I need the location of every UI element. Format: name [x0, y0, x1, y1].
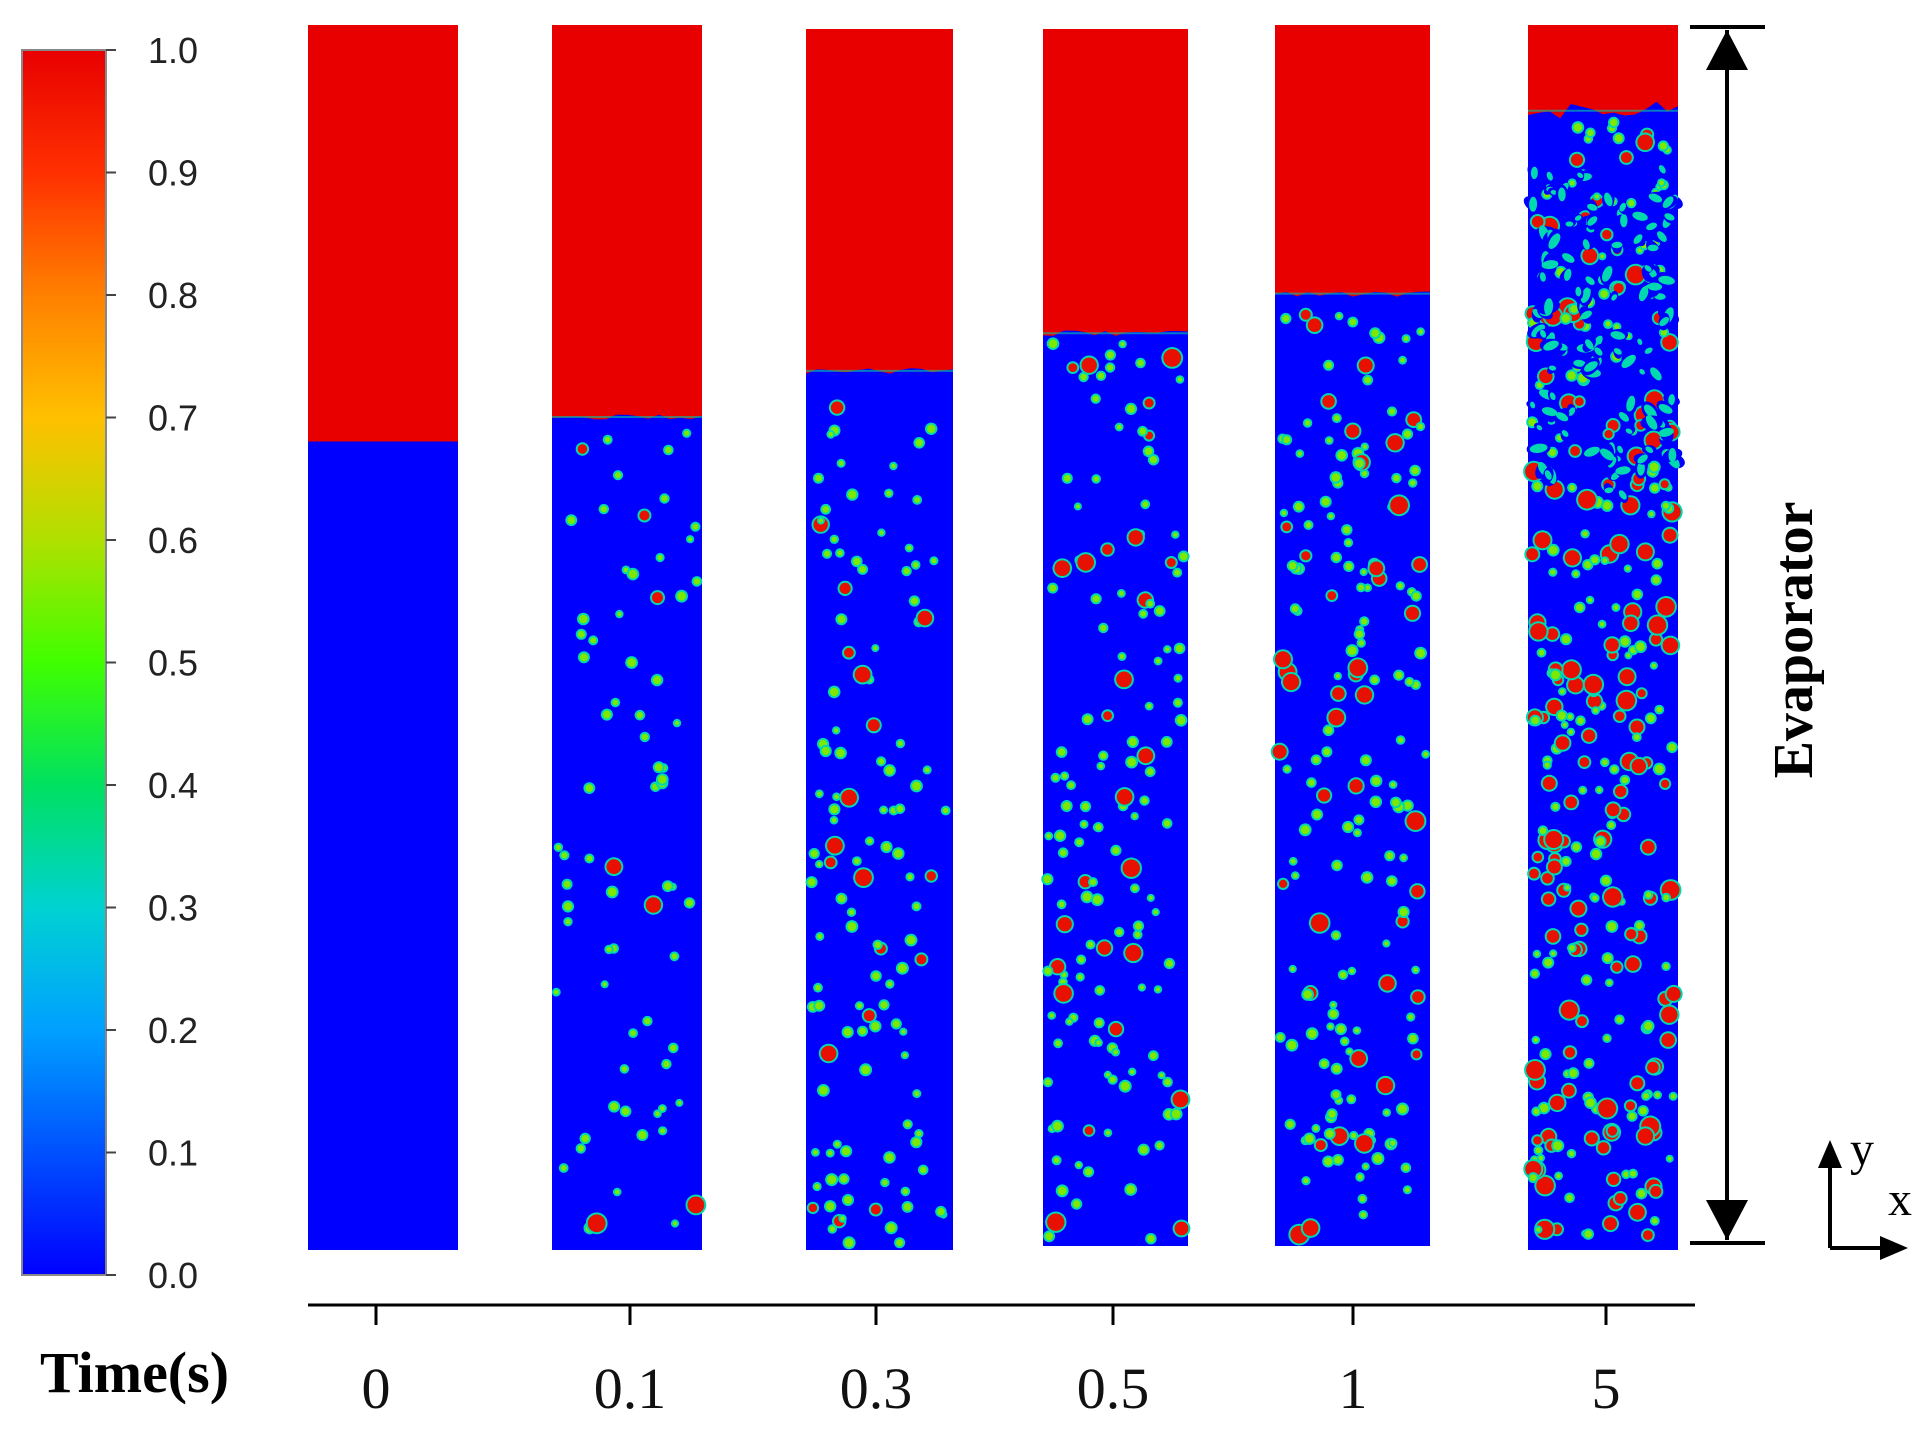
evaporator-label: Evaporator	[1763, 502, 1825, 779]
colorbar-tick-label: 0.4	[148, 765, 198, 806]
vapor-region	[1043, 29, 1188, 336]
colorbar-tick-label: 0.3	[148, 888, 198, 929]
vapor-region	[308, 25, 458, 442]
snapshot-column	[805, 29, 953, 1250]
colorbar: 1.0 0.9 0.8 0.7 0.6 0.5 0.4 0.3 0.2 0.1 0.0	[21, 30, 198, 1296]
evaporator-dimension: Evaporator	[1690, 25, 1825, 1245]
snapshot-columns	[308, 25, 1685, 1250]
y-axis-label: y	[1850, 1123, 1874, 1176]
arrow-up-icon	[1706, 30, 1748, 70]
colorbar-tick-label: 0.5	[148, 643, 198, 684]
arrow-down-icon	[1706, 1200, 1748, 1240]
vapor-region	[1528, 25, 1678, 119]
colorbar-tick-label: 0.0	[148, 1255, 198, 1296]
coordinate-axes: y x	[1818, 1123, 1912, 1260]
colorbar-tick-label: 0.6	[148, 520, 198, 561]
snapshot-column	[1523, 25, 1685, 1250]
time-tick-label: 0	[362, 1356, 391, 1421]
y-arrow-icon	[1818, 1140, 1842, 1168]
colorbar-ticks: 1.0 0.9 0.8 0.7 0.6 0.5 0.4 0.3 0.2 0.1 0.0	[106, 30, 198, 1296]
colorbar-tick-label: 0.2	[148, 1010, 198, 1051]
colorbar-tick-label: 0.9	[148, 153, 198, 194]
colorbar-tick-label: 0.8	[148, 275, 198, 316]
colorbar-gradient	[21, 49, 107, 1276]
time-tick-label: 0.3	[840, 1356, 913, 1421]
snapshot-column	[308, 25, 458, 1250]
snapshot-column	[1041, 29, 1191, 1246]
x-arrow-icon	[1880, 1236, 1908, 1260]
time-axis-label: Time(s)	[40, 1340, 229, 1405]
vapor-region	[552, 25, 702, 420]
x-axis-label: x	[1888, 1173, 1912, 1226]
time-tick-label: 5	[1592, 1356, 1621, 1421]
vapor-region	[1275, 25, 1430, 297]
colorbar-tick-label: 0.7	[148, 398, 198, 439]
time-tick-label: 1	[1339, 1356, 1368, 1421]
colorbar-tick-label: 1.0	[148, 30, 198, 71]
time-tick-label: 0.1	[594, 1356, 667, 1421]
vapor-region	[806, 29, 953, 374]
colorbar-tick-label: 0.1	[148, 1133, 198, 1174]
snapshot-column	[551, 25, 707, 1250]
time-axis: 0 0.1 0.3 0.5 1 5 Time(s)	[40, 1303, 1695, 1421]
snapshot-column	[1270, 25, 1431, 1246]
time-tick-label: 0.5	[1077, 1356, 1150, 1421]
time-axis-ticks: 0 0.1 0.3 0.5 1 5	[362, 1305, 1621, 1421]
